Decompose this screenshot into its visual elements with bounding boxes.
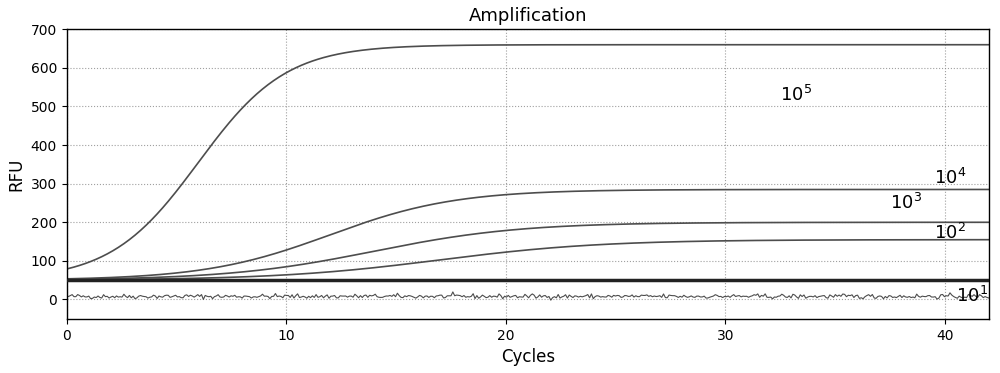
Text: $10^2$: $10^2$ [934, 223, 966, 243]
Text: $10^4$: $10^4$ [934, 168, 966, 188]
Y-axis label: RFU: RFU [7, 157, 25, 191]
Text: $10^3$: $10^3$ [890, 193, 922, 213]
X-axis label: Cycles: Cycles [501, 348, 555, 366]
Text: $10^5$: $10^5$ [780, 85, 812, 105]
Text: $10^1$: $10^1$ [956, 286, 988, 305]
Title: Amplification: Amplification [468, 7, 587, 25]
